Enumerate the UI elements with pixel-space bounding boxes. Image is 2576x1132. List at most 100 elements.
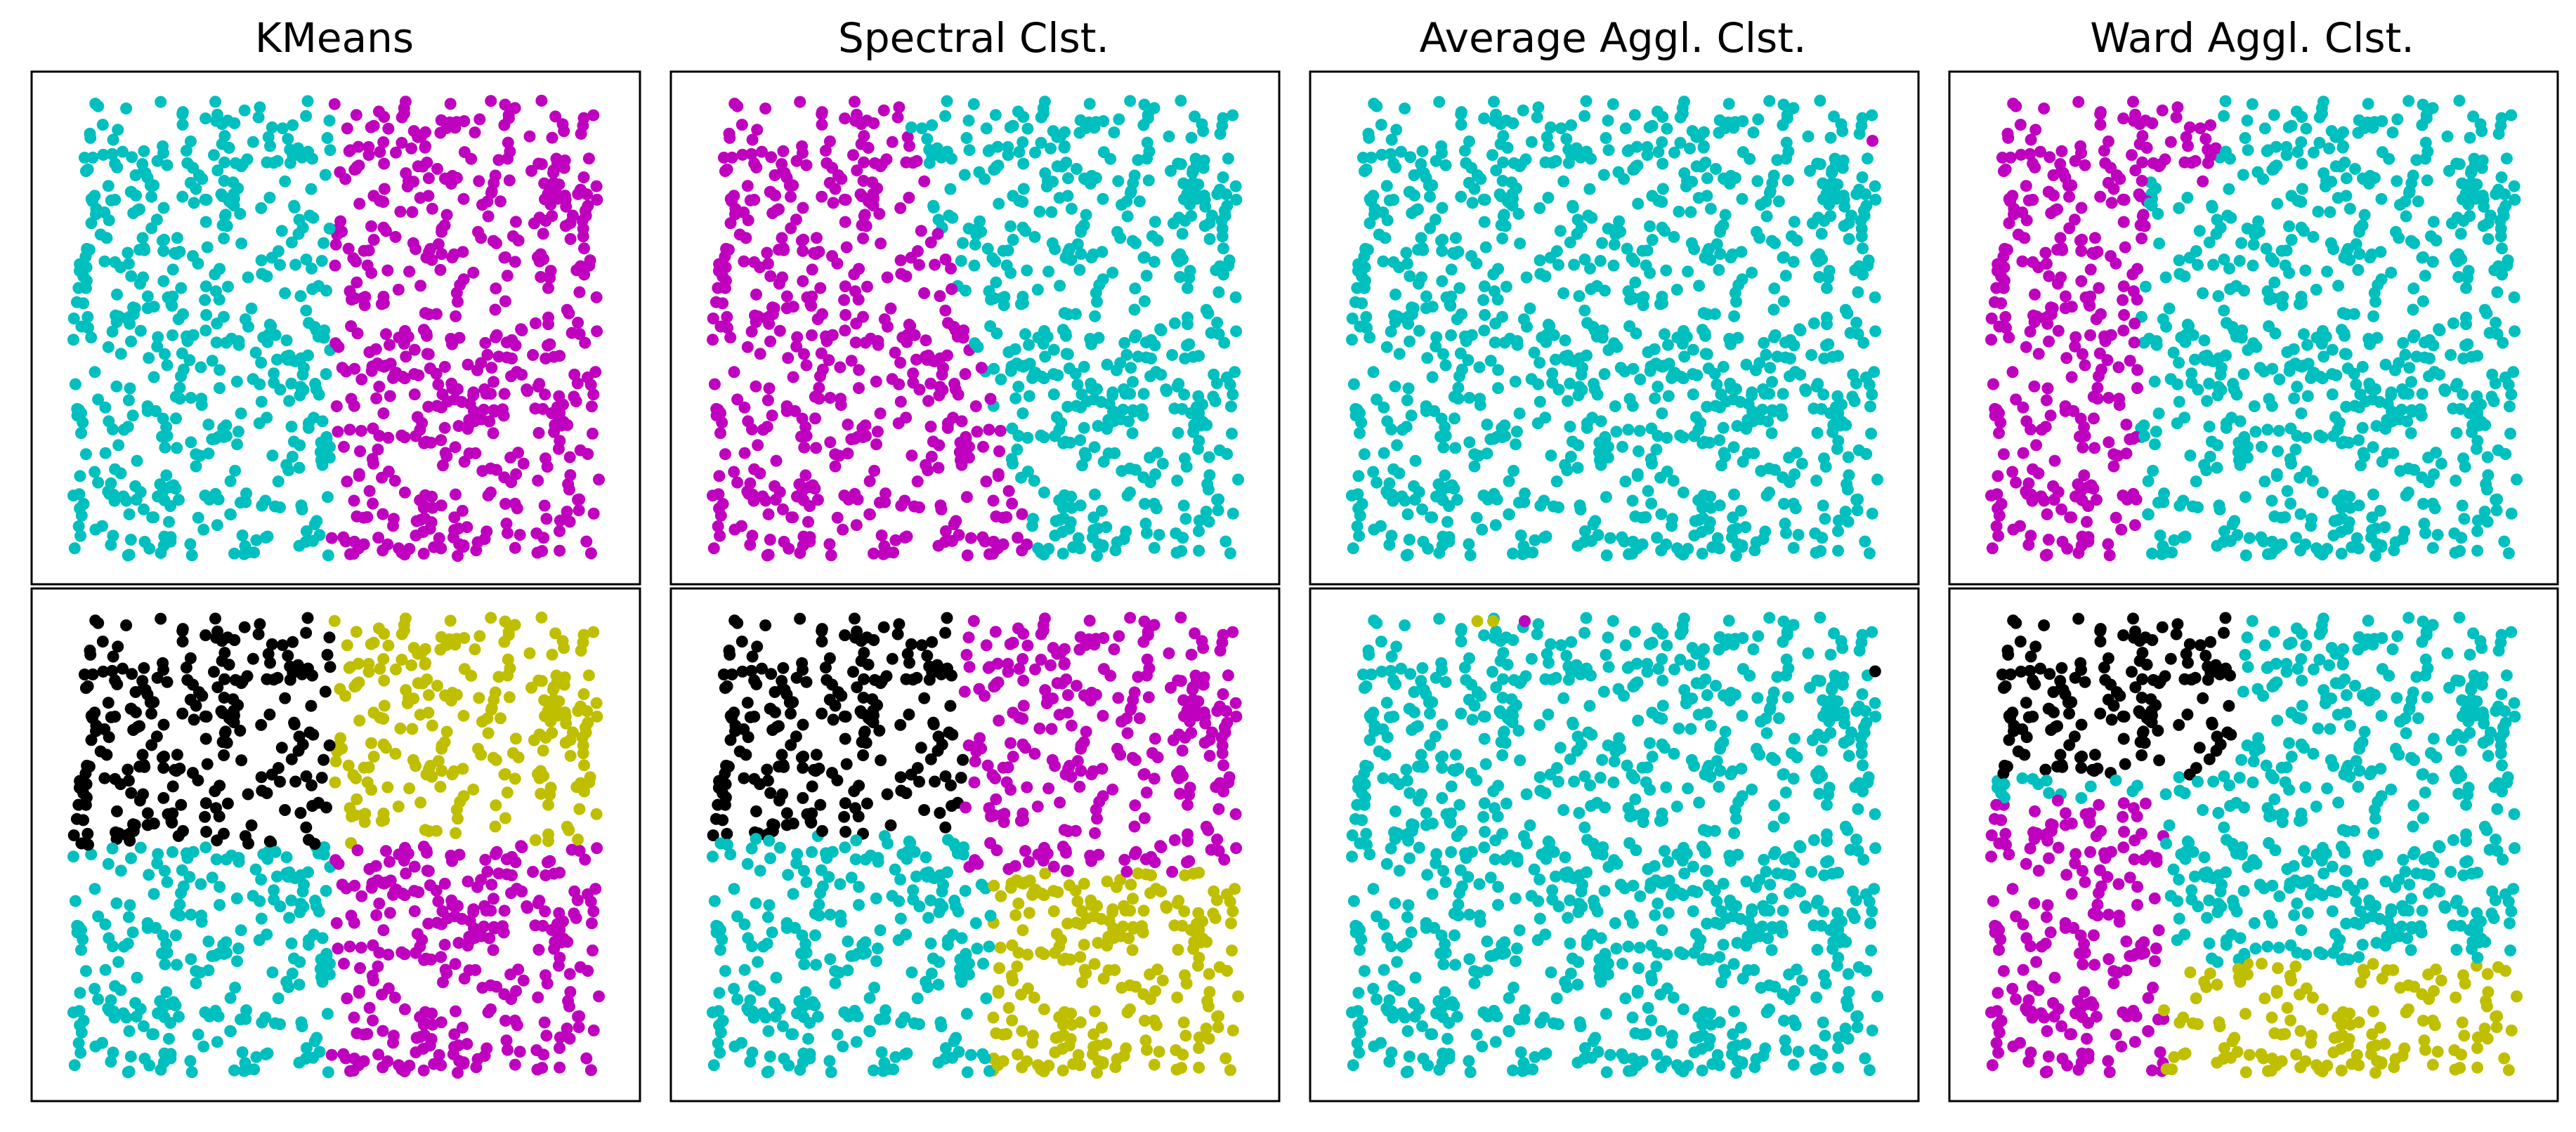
scatter-point	[2241, 223, 2254, 235]
scatter-point	[1381, 415, 1394, 428]
scatter-point	[446, 251, 459, 264]
scatter-point	[1476, 523, 1489, 536]
scatter-point	[1764, 362, 1777, 374]
scatter-point	[1628, 109, 1641, 121]
scatter-point	[593, 990, 605, 1003]
scatter-point	[213, 810, 225, 823]
scatter-point	[2497, 204, 2509, 217]
scatter-point	[174, 393, 186, 405]
scatter-point	[1016, 196, 1029, 208]
scatter-point	[1015, 471, 1027, 484]
scatter-point	[748, 194, 761, 206]
scatter-point	[1220, 535, 1232, 548]
scatter-point	[587, 388, 600, 401]
scatter-point	[1652, 381, 1664, 393]
scatter-point	[184, 538, 197, 551]
scatter-point	[1788, 216, 1800, 228]
scatter-point	[2130, 493, 2143, 506]
scatter-point	[276, 122, 289, 135]
scatter-point	[1420, 290, 1432, 303]
scatter-point	[761, 549, 773, 562]
scatter-point	[1642, 485, 1654, 497]
scatter-point	[1568, 258, 1581, 271]
scatter-point	[2131, 364, 2144, 376]
scatter-point	[403, 543, 416, 555]
scatter-point	[1412, 277, 1425, 290]
scatter-point	[2375, 192, 2388, 205]
scatter-point	[1229, 291, 1242, 303]
scatter-point	[939, 525, 952, 537]
scatter-point	[1686, 125, 1699, 138]
scatter-point	[557, 915, 569, 928]
scatter-point	[798, 441, 811, 454]
scatter-point	[531, 1063, 544, 1076]
scatter-point	[2052, 486, 2065, 499]
scatter-point	[245, 819, 258, 831]
scatter-point	[1119, 388, 1132, 400]
scatter-point	[1371, 476, 1383, 489]
scatter-point	[332, 426, 344, 438]
scatter-point	[1489, 317, 1502, 330]
scatter-point	[487, 944, 499, 956]
scatter-point	[2110, 511, 2122, 524]
scatter-point	[377, 508, 389, 520]
scatter-point	[1142, 112, 1154, 124]
scatter-point	[1449, 412, 1460, 425]
scatter-point	[344, 548, 356, 560]
scatter-point	[131, 454, 143, 467]
scatter-point	[847, 149, 859, 162]
scatter-point	[2283, 220, 2295, 232]
scatter-point	[2038, 494, 2051, 507]
scatter-point	[155, 612, 167, 625]
scatter-point	[489, 169, 502, 182]
scatter-point	[1380, 341, 1393, 353]
scatter-point	[557, 398, 569, 411]
scatter-point	[894, 395, 907, 408]
scatter-point	[2459, 339, 2471, 352]
scatter-point	[563, 968, 576, 980]
scatter-point	[2063, 190, 2075, 203]
scatter-point	[1727, 511, 1739, 524]
scatter-point	[467, 266, 480, 279]
scatter-point	[1987, 378, 1999, 390]
scatter-point	[2301, 390, 2314, 402]
scatter-point	[968, 259, 981, 272]
scatter-point	[288, 202, 301, 213]
scatter-point	[1668, 146, 1680, 159]
scatter-point	[2214, 369, 2227, 381]
scatter-point	[877, 104, 890, 117]
scatter-point	[1045, 142, 1057, 154]
scatter-point	[707, 334, 719, 346]
scatter-point	[296, 504, 308, 515]
scatter-point	[438, 877, 451, 890]
scatter-point	[2477, 194, 2490, 206]
scatter-point	[2127, 96, 2139, 108]
scatter-point	[84, 127, 96, 140]
scatter-point	[68, 1059, 81, 1072]
scatter-point	[107, 650, 119, 663]
scatter-point	[2242, 144, 2254, 157]
scatter-point	[108, 494, 121, 507]
scatter-point	[2113, 393, 2126, 405]
scatter-point	[321, 491, 334, 504]
scatter-point	[417, 547, 430, 560]
scatter-point	[837, 523, 849, 536]
scatter-point	[2370, 420, 2383, 433]
scatter-point	[1575, 369, 1588, 381]
scatter-point	[1517, 104, 1529, 117]
scatter-point	[79, 965, 92, 978]
scatter-point	[261, 270, 273, 282]
scatter-point	[372, 443, 384, 456]
scatter-point	[262, 131, 275, 143]
scatter-point	[1089, 488, 1101, 501]
scatter-point	[456, 504, 469, 517]
scatter-point	[166, 780, 179, 793]
scatter-point	[1999, 242, 2011, 255]
scatter-point	[1402, 317, 1415, 330]
scatter-point	[911, 245, 924, 258]
scatter-point	[1580, 95, 1593, 107]
scatter-point	[89, 523, 102, 536]
scatter-point	[133, 720, 145, 732]
scatter-point	[315, 772, 328, 784]
scatter-point	[112, 124, 124, 136]
